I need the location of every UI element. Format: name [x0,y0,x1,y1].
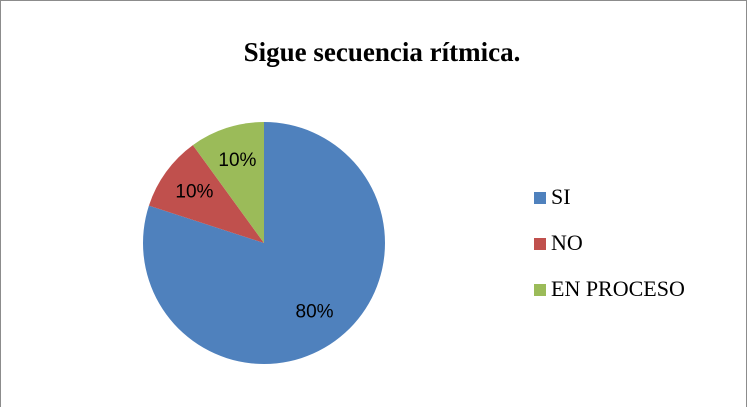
data-label: 10% [175,181,213,202]
chart-title: Sigue secuencia rítmica. [244,37,521,67]
data-label: 80% [296,302,334,323]
legend-swatch [534,192,546,204]
legend-label: NO [551,230,583,255]
pie-slice [192,122,264,243]
pie-slice [148,145,264,243]
legend-swatch [534,284,546,296]
legend-label: SI [551,184,571,209]
data-label: 10% [218,150,256,171]
legend-label: EN PROCESO [551,276,685,301]
pie-slice [143,122,385,365]
legend-swatch [534,238,546,250]
